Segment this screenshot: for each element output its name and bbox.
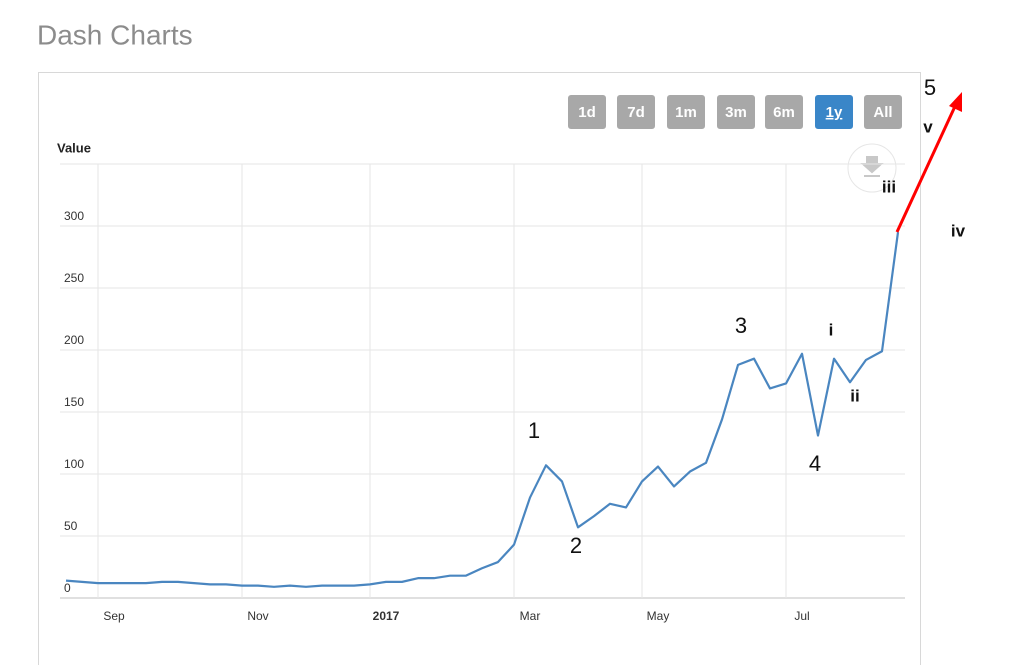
- y-tick-label: 50: [64, 519, 78, 533]
- x-tick-label: 2017: [373, 609, 400, 623]
- y-tick-label: 0: [64, 581, 71, 595]
- range-buttons: 1d 7d 1m 3m 6m 1y All: [568, 95, 902, 129]
- range-button[interactable]: [617, 95, 655, 129]
- plot: 0 50 100 150 200 250 300 Sep Nov 2017 Mar May Jul: [60, 163, 905, 623]
- range-button-label: 7d: [627, 104, 645, 121]
- range-button-label: 3m: [725, 104, 747, 121]
- range-button[interactable]: [667, 95, 705, 129]
- range-button-label: 1m: [675, 104, 697, 121]
- arrow-head: [949, 92, 962, 112]
- wave-label: i: [829, 320, 834, 339]
- range-button[interactable]: [717, 95, 755, 129]
- x-tick-label: Nov: [247, 609, 268, 623]
- page-title: Dash Charts: [37, 19, 193, 50]
- y-axis-label: Value: [57, 140, 91, 155]
- y-tick-label: 200: [64, 333, 84, 347]
- range-button[interactable]: [864, 95, 902, 129]
- x-tick-label: May: [647, 609, 670, 623]
- wave-label: ii: [850, 386, 859, 405]
- wave-arrow: [895, 101, 959, 233]
- range-button-label: 6m: [773, 104, 795, 121]
- range-button[interactable]: [568, 95, 606, 129]
- wave-label: 1: [528, 418, 540, 443]
- wave-label: 4: [809, 451, 821, 476]
- data-line: [65, 232, 900, 588]
- x-tick-label: Jul: [794, 609, 809, 623]
- wave-label: 3: [735, 313, 747, 338]
- wave-label: 2: [570, 533, 582, 558]
- y-tick-label: 100: [64, 457, 84, 471]
- y-tick-label: 150: [64, 395, 84, 409]
- wave-label: v: [923, 117, 933, 136]
- wave-label: iv: [951, 221, 966, 240]
- range-button-label: 1y: [826, 104, 843, 121]
- range-button-label: All: [873, 104, 892, 121]
- wave-label: iii: [882, 177, 896, 196]
- x-tick-label: Mar: [520, 609, 541, 623]
- range-button[interactable]: [815, 95, 853, 129]
- range-button[interactable]: [765, 95, 803, 129]
- x-tick-label: Sep: [103, 609, 125, 623]
- y-tick-label: 300: [64, 209, 84, 223]
- range-button-label: 1d: [578, 104, 596, 121]
- chart-frame: [38, 72, 921, 670]
- wave-label: 5: [924, 75, 936, 100]
- y-tick-label: 250: [64, 271, 84, 285]
